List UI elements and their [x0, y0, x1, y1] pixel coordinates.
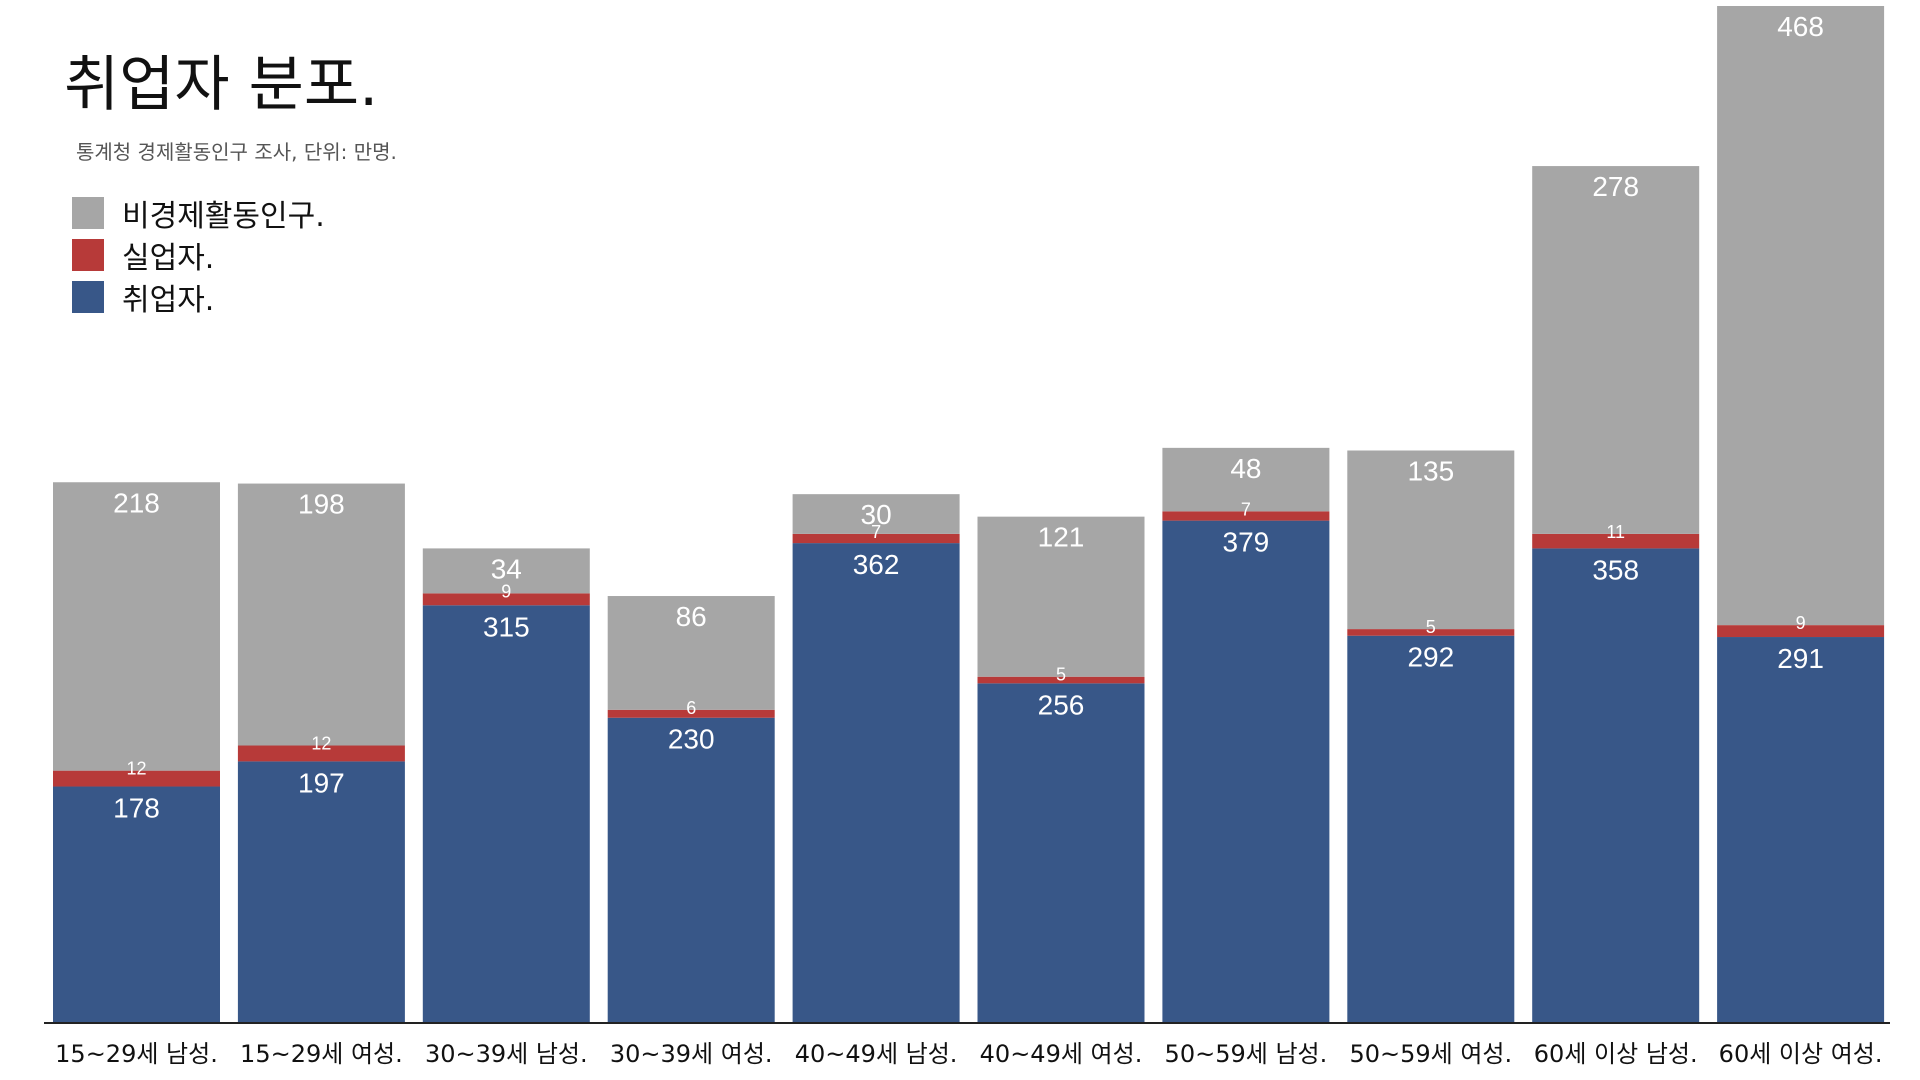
bar-segment-employed-4	[792, 543, 960, 1022]
bar-segment-nonactive-1	[237, 483, 405, 746]
value-label-nonactive-7: 135	[1407, 456, 1454, 487]
value-label-unemployed-1: 12	[311, 734, 331, 754]
value-label-nonactive-8: 278	[1592, 171, 1639, 202]
bar-segment-nonactive-4	[792, 494, 960, 534]
chart-title: 취업자 분포.	[64, 50, 379, 120]
bar-segment-unemployed-2	[422, 593, 590, 606]
bar-segment-unemployed-4	[792, 533, 960, 544]
x-tick-label-7: 50~59세 여성.	[1349, 1040, 1512, 1068]
value-label-unemployed-5: 5	[1056, 665, 1066, 685]
bar-segment-unemployed-5	[977, 676, 1145, 684]
value-label-employed-0: 178	[113, 793, 160, 824]
bar-segment-employed-3	[607, 717, 775, 1022]
legend-swatch-nonactive	[72, 197, 104, 229]
bar-segment-nonactive-5	[977, 516, 1145, 677]
bar-segment-employed-5	[977, 683, 1145, 1022]
value-label-employed-9: 291	[1777, 643, 1824, 674]
x-tick-label-4: 40~49세 남성.	[795, 1040, 958, 1068]
value-label-unemployed-7: 5	[1426, 617, 1436, 637]
value-label-unemployed-0: 12	[126, 759, 146, 779]
value-label-nonactive-5: 121	[1038, 522, 1085, 553]
value-label-nonactive-1: 198	[298, 489, 345, 520]
value-label-employed-4: 362	[853, 549, 900, 580]
value-label-nonactive-2: 34	[491, 553, 522, 584]
value-label-employed-7: 292	[1407, 642, 1454, 673]
value-label-employed-5: 256	[1038, 689, 1085, 720]
bar-segment-employed-2	[422, 605, 590, 1022]
value-label-employed-6: 379	[1223, 527, 1270, 558]
bar-segment-nonactive-8	[1532, 166, 1700, 534]
value-label-unemployed-6: 7	[1241, 499, 1251, 519]
value-label-employed-2: 315	[483, 611, 530, 642]
x-tick-labels: 15~29세 남성. 15~29세 여성. 30~39세 남성. 30~39세 여성.…	[55, 1040, 1882, 1068]
bar-segment-nonactive-6	[1162, 447, 1330, 512]
value-label-unemployed-4: 7	[871, 522, 881, 542]
x-tick-label-5: 40~49세 여성.	[980, 1040, 1143, 1068]
bar-segment-nonactive-7	[1347, 450, 1515, 630]
x-tick-label-9: 60세 이상 여성.	[1719, 1040, 1883, 1068]
x-tick-label-3: 30~39세 여성.	[610, 1040, 773, 1068]
value-label-unemployed-9: 9	[1796, 613, 1806, 633]
bar-segment-nonactive-3	[607, 596, 775, 710]
legend-label-unemployed: 실업자.	[122, 241, 215, 276]
value-label-nonactive-4: 30	[861, 499, 892, 530]
value-label-unemployed-3: 6	[686, 698, 696, 718]
bar-segment-employed-1	[237, 761, 405, 1022]
x-tick-label-8: 60세 이상 남성.	[1534, 1040, 1698, 1068]
bar-segment-unemployed-1	[237, 745, 405, 762]
legend-item-unemployed: 실업자.	[72, 234, 325, 276]
bar-segment-employed-6	[1162, 520, 1330, 1022]
legend-swatch-employed	[72, 281, 104, 313]
bar-segment-unemployed-3	[607, 709, 775, 718]
x-tick-label-0: 15~29세 남성.	[55, 1040, 218, 1068]
bar-segment-nonactive-0	[53, 482, 220, 771]
value-label-nonactive-6: 48	[1230, 453, 1261, 484]
bar-segment-unemployed-9	[1717, 625, 1885, 638]
bar-segment-unemployed-7	[1347, 629, 1515, 636]
value-label-nonactive-9: 468	[1777, 11, 1824, 42]
x-tick-label-2: 30~39세 남성.	[425, 1040, 588, 1068]
bar-segment-nonactive-2	[422, 548, 590, 594]
value-label-unemployed-8: 11	[1606, 522, 1625, 542]
value-label-employed-8: 358	[1592, 554, 1639, 585]
bars-layer	[53, 6, 1885, 1022]
value-label-nonactive-3: 86	[676, 601, 707, 632]
value-label-unemployed-2: 9	[501, 581, 511, 601]
bar-segment-employed-0	[53, 786, 220, 1022]
bar-segment-unemployed-0	[53, 770, 220, 787]
legend-item-nonactive: 비경제활동인구.	[72, 192, 325, 234]
legend-label-nonactive: 비경제활동인구.	[122, 199, 325, 234]
value-label-employed-1: 197	[298, 767, 345, 798]
value-label-nonactive-0: 218	[113, 487, 160, 518]
bar-segment-nonactive-9	[1717, 6, 1885, 626]
bar-segment-employed-8	[1532, 548, 1700, 1022]
legend-label-employed: 취업자.	[122, 283, 215, 318]
chart-subtitle: 통계청 경제활동인구 조사, 단위: 만명.	[76, 140, 397, 164]
bar-segment-unemployed-8	[1532, 533, 1700, 549]
bar-segment-employed-9	[1717, 637, 1885, 1022]
legend-swatch-unemployed	[72, 239, 104, 271]
x-tick-label-6: 50~59세 남성.	[1165, 1040, 1328, 1068]
bar-segment-employed-7	[1347, 635, 1515, 1022]
x-tick-label-1: 15~29세 여성.	[240, 1040, 403, 1068]
legend: 비경제활동인구. 실업자. 취업자.	[72, 192, 325, 318]
legend-item-employed: 취업자.	[72, 276, 325, 318]
value-label-employed-3: 230	[668, 724, 715, 755]
bar-segment-unemployed-6	[1162, 511, 1330, 521]
